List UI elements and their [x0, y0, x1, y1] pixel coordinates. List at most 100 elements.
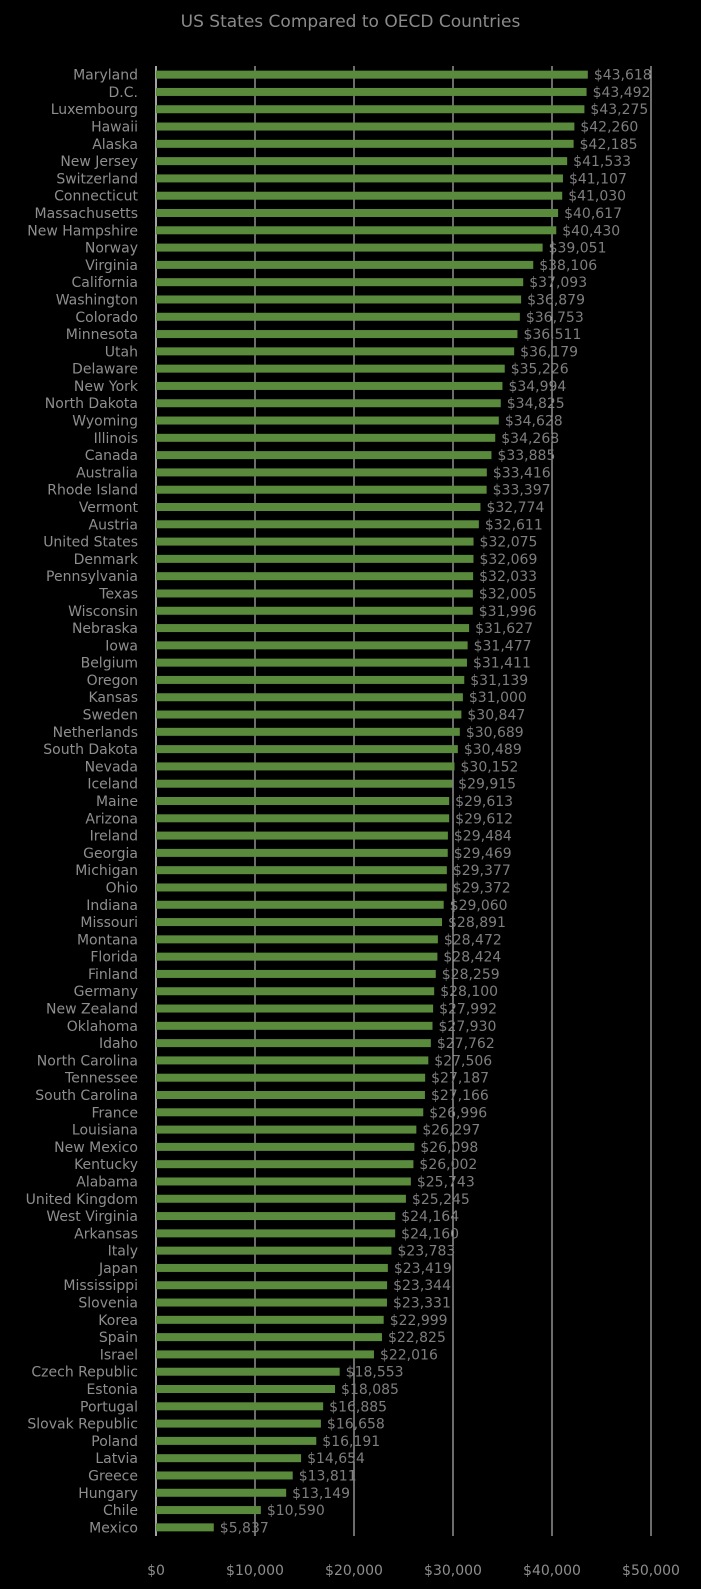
bar [156, 416, 499, 425]
data-label: $25,743 [417, 1174, 475, 1190]
bar [156, 1177, 411, 1186]
bar [156, 1385, 336, 1393]
category-label: Latvia [95, 1451, 138, 1467]
bar [156, 330, 518, 339]
data-label: $5,837 [220, 1520, 269, 1536]
bar [156, 1471, 293, 1480]
bar [156, 1229, 396, 1238]
data-label: $26,996 [429, 1105, 487, 1121]
category-label: Israel [100, 1347, 138, 1363]
bar [156, 1160, 414, 1169]
bar [156, 675, 465, 684]
category-label: Hawaii [91, 120, 138, 136]
category-label: Nevada [85, 759, 138, 775]
bar [156, 1004, 434, 1013]
data-label: $31,996 [479, 604, 537, 620]
data-label: $26,002 [419, 1157, 477, 1173]
category-label: Indiana [86, 898, 138, 914]
data-label: $23,331 [393, 1296, 451, 1312]
category-label: Hungary [78, 1486, 138, 1502]
data-label: $31,477 [474, 638, 532, 654]
x-tick-label: $0 [147, 1563, 165, 1579]
bar [156, 537, 474, 546]
data-label: $32,005 [479, 586, 537, 602]
data-label: $36,753 [526, 310, 584, 326]
category-label: Mexico [89, 1520, 138, 1536]
category-label: Idaho [99, 1036, 138, 1052]
bar [156, 468, 487, 477]
x-tick-label: $40,000 [523, 1563, 581, 1579]
bar [156, 1333, 382, 1342]
category-label: Poland [91, 1434, 138, 1450]
category-label: Kansas [88, 690, 138, 706]
category-label: Sweden [83, 708, 138, 724]
data-label: $13,149 [292, 1486, 350, 1502]
data-label: $32,069 [479, 552, 537, 568]
data-label: $29,484 [454, 829, 512, 845]
data-label: $23,344 [393, 1278, 451, 1294]
category-label: Belgium [81, 656, 138, 672]
data-label: $33,397 [493, 483, 551, 499]
bar [156, 260, 534, 269]
data-label: $28,472 [444, 932, 502, 948]
category-label: Arkansas [74, 1226, 138, 1242]
bar [156, 866, 447, 875]
category-label: Norway [85, 241, 138, 257]
bar [156, 174, 563, 183]
data-label: $23,419 [394, 1261, 452, 1277]
data-label: $29,469 [454, 846, 512, 862]
data-label: $43,492 [593, 85, 651, 101]
category-label: Ireland [90, 829, 138, 845]
category-label: North Carolina [37, 1053, 138, 1069]
data-label: $29,613 [455, 794, 513, 810]
bar [156, 122, 575, 131]
data-label: $16,658 [327, 1417, 385, 1433]
category-label: North Dakota [45, 396, 138, 412]
bar [156, 1402, 324, 1411]
bar [156, 1091, 425, 1099]
category-label: Minnesota [66, 327, 138, 343]
data-label: $38,106 [539, 258, 597, 274]
category-label: Denmark [74, 552, 139, 568]
bar [156, 1194, 406, 1203]
category-label: United Kingdom [26, 1192, 138, 1208]
chart-title: US States Compared to OECD Countries [180, 12, 521, 32]
category-label: Nebraska [72, 621, 138, 637]
bar [156, 139, 574, 148]
category-label: Oregon [87, 673, 138, 689]
x-tick-label: $20,000 [325, 1563, 383, 1579]
category-label: Iceland [87, 777, 138, 793]
category-label: West Virginia [46, 1209, 138, 1225]
data-label: $16,191 [322, 1434, 380, 1450]
bar [156, 848, 448, 857]
category-label: Japan [98, 1261, 138, 1277]
category-label: Netherlands [53, 725, 138, 741]
bar [156, 520, 479, 529]
data-label: $26,297 [422, 1123, 480, 1139]
data-label: $14,654 [307, 1451, 365, 1467]
bar [156, 1125, 417, 1134]
data-label: $31,000 [469, 690, 527, 706]
x-tick-label: $50,000 [622, 1563, 680, 1579]
category-label: Slovenia [78, 1296, 138, 1312]
bar [156, 1281, 388, 1290]
data-label: $16,885 [329, 1399, 387, 1415]
bar [156, 191, 563, 200]
category-label: Greece [88, 1468, 138, 1484]
data-label: $41,533 [573, 154, 631, 170]
bar [156, 347, 515, 356]
category-label: Delaware [72, 362, 138, 378]
data-label: $22,999 [390, 1313, 448, 1329]
category-label: Virginia [85, 258, 138, 274]
category-label: New Hampshire [27, 223, 138, 239]
data-label: $32,774 [486, 500, 544, 516]
category-label: Alabama [76, 1174, 138, 1190]
category-label: Tennessee [64, 1071, 138, 1087]
category-label: Washington [56, 292, 138, 308]
bar [156, 1350, 374, 1359]
bar [156, 641, 468, 650]
data-label: $37,093 [529, 275, 587, 291]
category-label: D.C. [109, 85, 138, 101]
category-label: Iowa [105, 638, 138, 654]
data-label: $28,100 [440, 984, 498, 1000]
